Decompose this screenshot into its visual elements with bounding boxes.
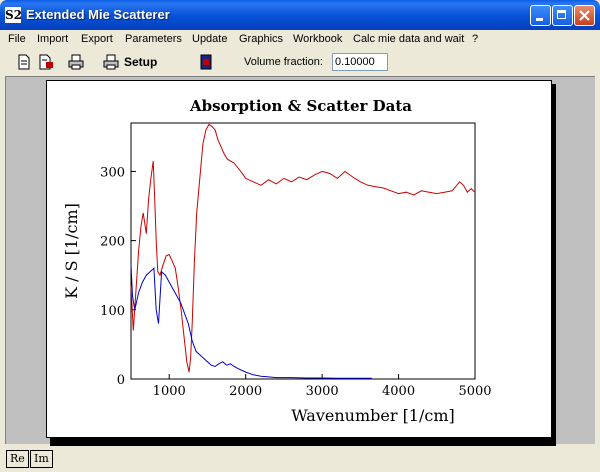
stop-icon[interactable] (198, 54, 214, 70)
close-button[interactable] (574, 5, 595, 26)
y-tick-label: 100 (100, 304, 125, 319)
menu-calc-mie[interactable]: Calc mie data and wait (353, 33, 465, 45)
menu-help[interactable]: ? (472, 33, 479, 45)
app-icon: S2 (5, 7, 23, 23)
series-line-blue (130, 264, 372, 379)
new-document-icon[interactable] (16, 54, 32, 70)
y-axis-label: K / S [1/cm] (62, 203, 81, 299)
real-part-button[interactable]: Re (6, 450, 29, 468)
chart: Absorption & Scatter Data 1000 2000 3000 40… (62, 97, 492, 425)
y-tick-label: 300 (100, 165, 125, 180)
status-bar: Re Im (0, 446, 600, 472)
plot-area-frame (130, 122, 476, 380)
chart-title: Absorption & Scatter Data (189, 97, 412, 115)
menu-import[interactable]: Import (37, 33, 69, 45)
plot-paper: Absorption & Scatter Data 1000 2000 3000 40… (46, 80, 552, 438)
menu-export[interactable]: Export (81, 33, 113, 45)
y-tick-label: 200 (100, 235, 125, 250)
minimize-button[interactable] (530, 5, 551, 26)
toolbar: Setup Volume fraction: (0, 49, 600, 75)
window-title: Extended Mie Scatterer (26, 7, 170, 22)
x-tick-label: 1000 (153, 384, 186, 399)
x-tick-label: 3000 (306, 384, 339, 399)
volume-fraction-input[interactable] (332, 53, 388, 71)
title-bar[interactable]: S2 Extended Mie Scatterer (0, 0, 600, 30)
menu-parameters[interactable]: Parameters (125, 33, 182, 45)
print-setup-icon[interactable] (103, 54, 119, 70)
print-icon[interactable] (68, 54, 84, 70)
close-icon (579, 10, 590, 21)
y-tick-label: 0 (117, 373, 125, 388)
menu-bar: File Import Export Parameters Update Gra… (0, 30, 600, 48)
volume-fraction-label: Volume fraction: (244, 56, 323, 68)
menu-workbook[interactable]: Workbook (293, 33, 343, 45)
x-axis-label: Wavenumber [1/cm] (291, 406, 455, 425)
series-line-red (130, 123, 476, 373)
minimize-icon (536, 18, 543, 21)
imaginary-part-button[interactable]: Im (30, 450, 53, 468)
setup-button[interactable]: Setup (124, 55, 158, 69)
menu-graphics[interactable]: Graphics (239, 33, 284, 45)
menu-update[interactable]: Update (192, 33, 228, 45)
x-tick-label: 4000 (382, 384, 415, 399)
export-document-icon[interactable] (38, 54, 54, 70)
menu-file[interactable]: File (8, 33, 26, 45)
x-tick-label: 5000 (458, 384, 491, 399)
x-tick-label: 2000 (229, 384, 262, 399)
maximize-button[interactable] (552, 5, 573, 26)
maximize-icon (557, 10, 566, 19)
